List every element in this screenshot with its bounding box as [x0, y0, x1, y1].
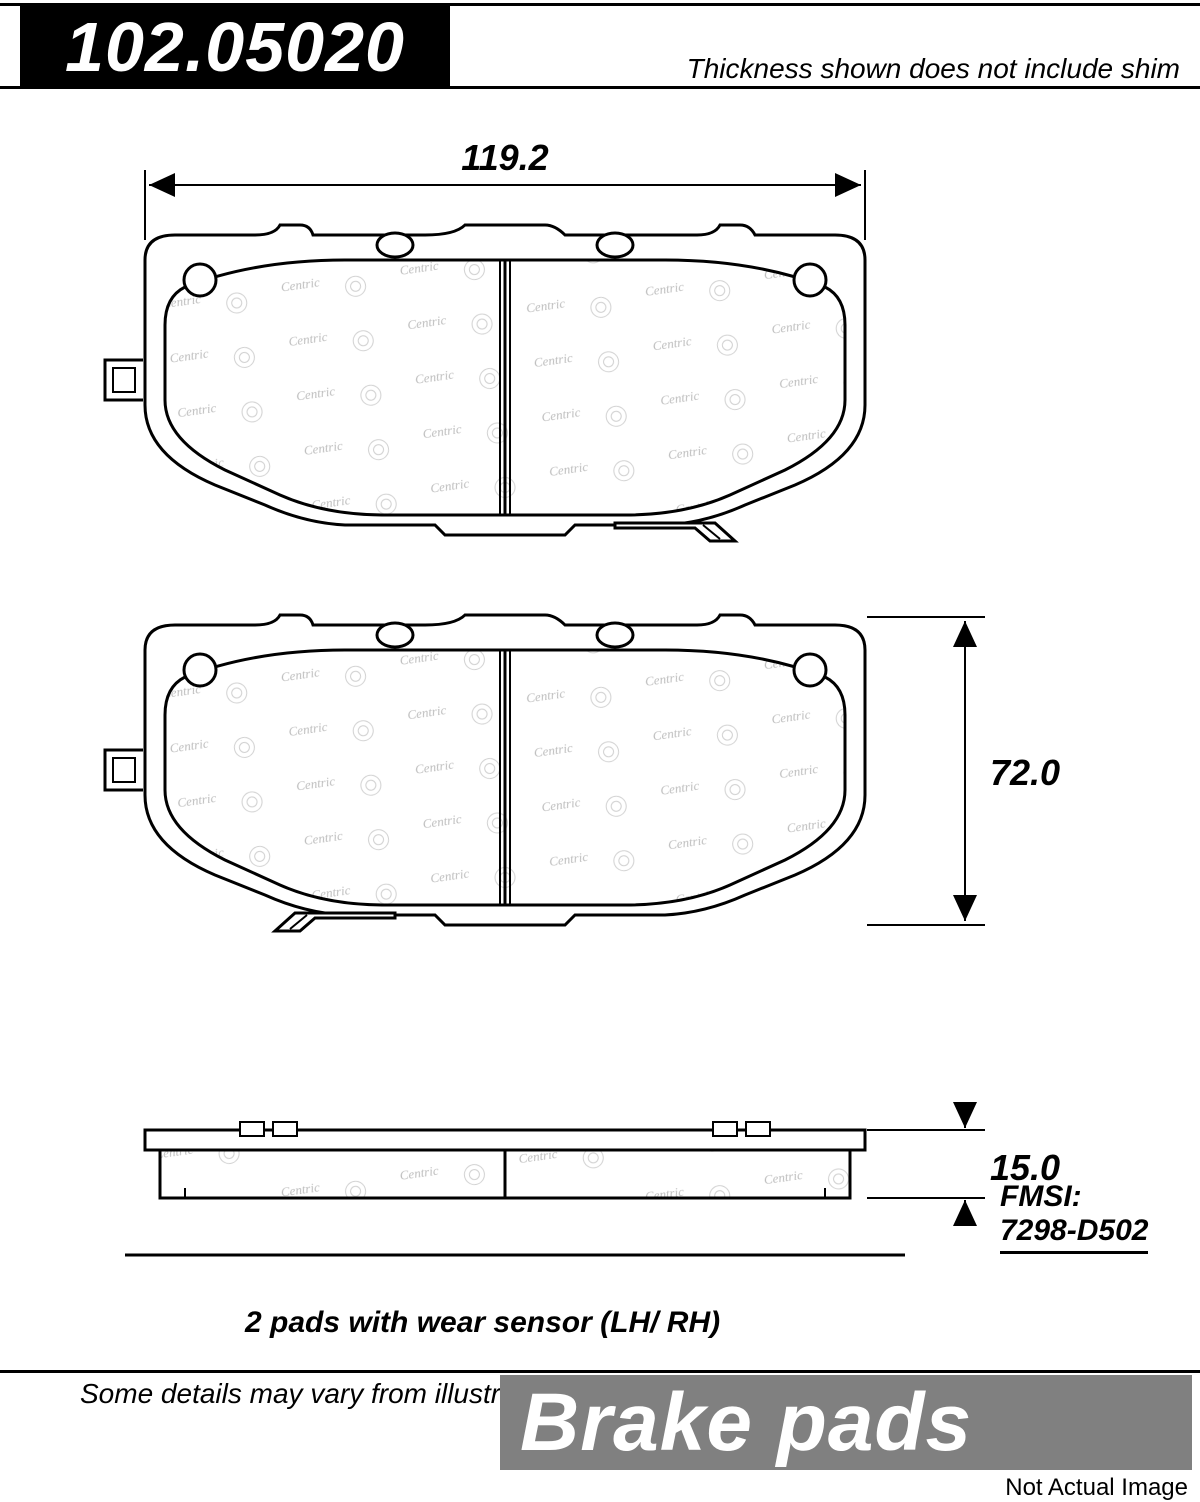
fmsi-block: FMSI: 7298-D502 [1000, 1180, 1148, 1254]
fmsi-label: FMSI: [1000, 1180, 1148, 1214]
pads-sensor-note: 2 pads with wear sensor (LH/ RH) [245, 1306, 720, 1340]
header-rule-bottom [0, 86, 1200, 89]
thickness-note: Thickness shown does not include shim [687, 53, 1180, 85]
technical-diagram: Centric 119.2 [85, 130, 1115, 1290]
disclaimer-text: Some details may vary from illustration [80, 1378, 561, 1410]
not-actual-note: Not Actual Image [1005, 1474, 1188, 1502]
dimension-width-value: 119.2 [461, 137, 548, 178]
dimension-height-value: 72.0 [990, 752, 1060, 793]
dimension-height [867, 617, 985, 925]
part-number-box: 102.05020 [20, 6, 450, 88]
pad-side-view [145, 1122, 865, 1198]
product-type-box: Brake pads [500, 1375, 1192, 1470]
dimension-thickness [867, 1105, 985, 1223]
fmsi-code: 7298-D502 [1000, 1214, 1148, 1254]
pad-bottom-view [105, 615, 865, 931]
footer-rule [0, 1370, 1200, 1373]
product-type-label: Brake pads [520, 1376, 972, 1470]
pad-top-view [105, 225, 865, 541]
header: 102.05020 Thickness shown does not inclu… [0, 0, 1200, 95]
part-number: 102.05020 [65, 7, 405, 87]
